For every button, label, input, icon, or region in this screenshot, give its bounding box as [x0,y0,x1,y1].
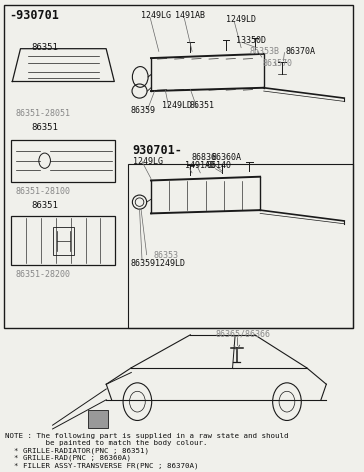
Text: 86351: 86351 [31,43,58,52]
Text: 86359: 86359 [131,259,155,268]
Text: 86351-28200: 86351-28200 [15,270,70,279]
Text: 863570: 863570 [262,59,293,68]
Text: NOTE : The following part is supplied in a raw state and should: NOTE : The following part is supplied in… [5,432,289,438]
Text: -930701: -930701 [9,9,60,22]
Text: 1249LD: 1249LD [226,15,256,24]
Text: 86359: 86359 [131,106,155,115]
Bar [4,5,353,328]
Text: 13350D: 13350D [236,36,266,45]
Text: 1249LG: 1249LG [141,11,171,20]
Text: 86351: 86351 [31,201,58,210]
Text: 930701-: 930701- [132,144,182,157]
Text: 86351: 86351 [190,101,215,110]
Text: 1491AB: 1491AB [175,11,205,20]
Text: * GRILLE-RAD(PNC ; 86360A): * GRILLE-RAD(PNC ; 86360A) [5,455,131,461]
Text: * FILLER ASSY-TRANSVERSE FR(PNC ; 86370A): * FILLER ASSY-TRANSVERSE FR(PNC ; 86370A… [5,463,198,469]
Text: 86140: 86140 [206,161,232,170]
Text: 86351-28100: 86351-28100 [15,187,70,196]
Text: 86351: 86351 [31,123,58,132]
Text: 1249LD: 1249LD [155,259,185,268]
Text: be painted to match the body colour.: be painted to match the body colour. [5,440,207,446]
Text: 1249LD: 1249LD [162,101,193,110]
Bar [11,140,115,182]
Text: 86370A: 86370A [285,47,315,56]
Text: 86365/86366: 86365/86366 [215,329,270,338]
Bar [11,216,115,265]
Text: 86351-28051: 86351-28051 [15,109,70,118]
Text: 1491AB: 1491AB [185,161,215,170]
Bar [128,164,353,328]
Text: 86353: 86353 [154,251,179,260]
Bar [52,227,74,254]
Bar [88,410,108,428]
Text: * GRILLE-RADIATOR(PNC ; 86351): * GRILLE-RADIATOR(PNC ; 86351) [5,447,149,454]
Text: 86353B: 86353B [249,47,280,56]
Text: 1249LG: 1249LG [133,157,163,166]
Text: 86360A: 86360A [212,153,242,162]
Text: 86836: 86836 [191,153,216,162]
